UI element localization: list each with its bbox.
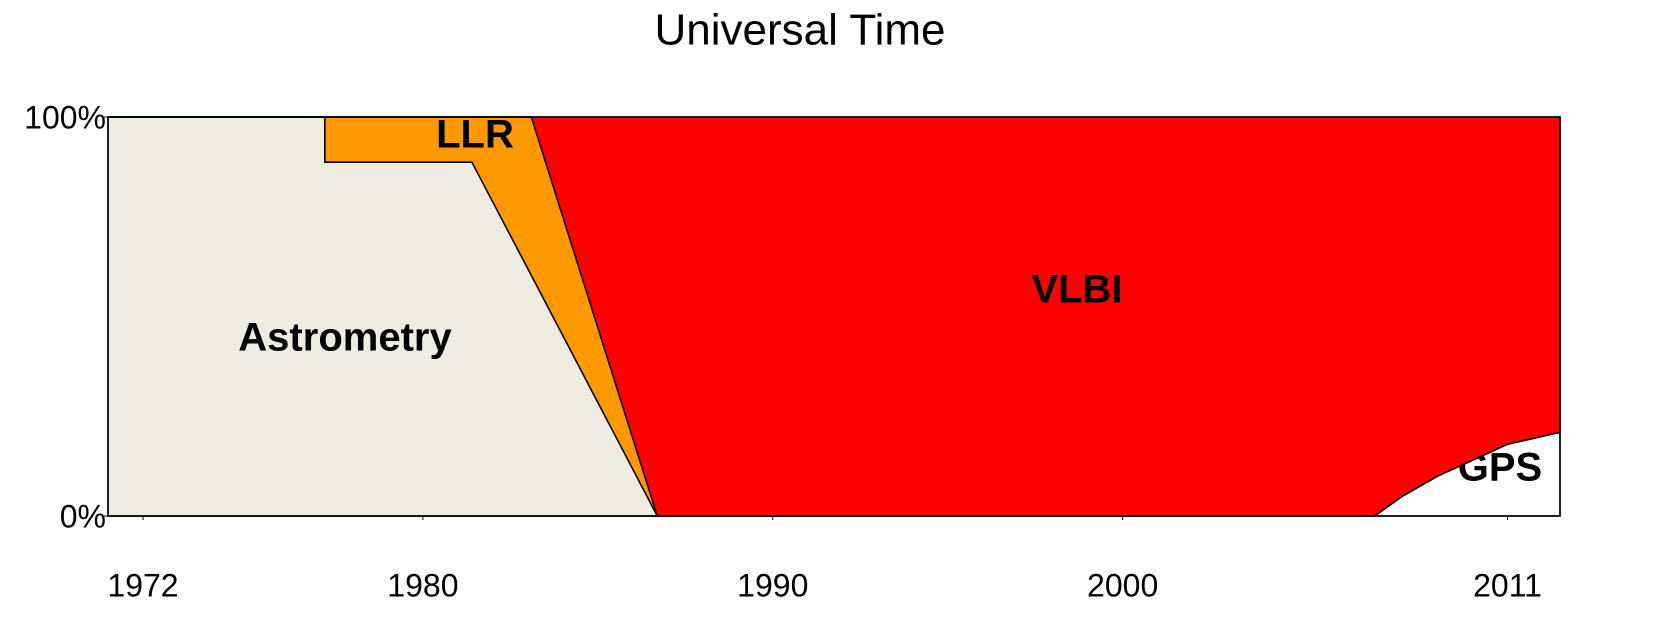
area-label: Astrometry [238, 316, 452, 360]
x-tick-label: 1990 [737, 567, 808, 603]
y-tick-label: 100% [24, 99, 106, 135]
area-label: LLR [436, 113, 514, 157]
x-tick-label: 1972 [107, 567, 178, 603]
x-tick-label: 2011 [1473, 567, 1542, 603]
y-tick-label: 0% [60, 498, 106, 534]
x-tick-label: 2000 [1087, 567, 1158, 603]
x-tick-label: 1980 [387, 567, 458, 603]
plot-frame [107, 116, 1561, 517]
area-label: VLBI [1031, 268, 1122, 312]
chart-title: Universal Time [655, 6, 946, 55]
